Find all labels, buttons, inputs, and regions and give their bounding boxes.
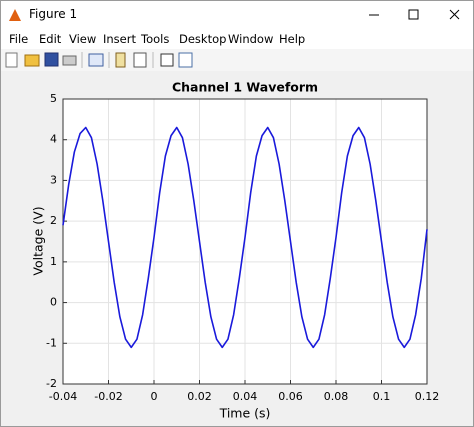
menu-item[interactable]: Desktop — [179, 32, 227, 46]
title-bar: Figure 1 — [1, 1, 473, 29]
x-tick-label: -0.02 — [94, 390, 122, 403]
toolbar — [1, 49, 473, 72]
menu-item[interactable]: Help — [279, 32, 306, 46]
x-tick-label: 0.1 — [373, 390, 391, 403]
x-tick-label: 0.08 — [324, 390, 349, 403]
menu-item[interactable]: File — [9, 32, 29, 46]
window-title: Figure 1 — [29, 7, 78, 21]
axes-box — [62, 98, 428, 385]
legend-button[interactable] — [133, 52, 147, 68]
print-button[interactable] — [62, 55, 77, 66]
open-button[interactable] — [24, 54, 40, 67]
y-tick-label: -2 — [46, 377, 57, 390]
save-button[interactable] — [44, 52, 59, 67]
y-tick-label: 1 — [50, 255, 57, 268]
menu-item[interactable]: Edit — [39, 32, 62, 46]
toolbar-icons — [5, 52, 193, 68]
new-button[interactable] — [5, 52, 18, 68]
y-tick-label: 5 — [50, 92, 57, 105]
title-icons — [9, 9, 460, 21]
x-tick-label: 0.04 — [233, 390, 258, 403]
x-tick-label: 0.02 — [187, 390, 212, 403]
y-tick-label: 4 — [50, 133, 57, 146]
maximize-button[interactable] — [408, 9, 419, 20]
y-axis-label: Voltage (V) — [31, 206, 46, 275]
menu-bar: File Edit View Insert Tools Desktop Wind… — [1, 29, 473, 49]
x-tick-label: 0.12 — [415, 390, 440, 403]
menu-item[interactable]: View — [69, 32, 97, 46]
y-tick-label: 0 — [50, 296, 57, 309]
x-tick-label: 0.06 — [278, 390, 303, 403]
y-tick-label: 2 — [50, 214, 57, 227]
menu-item[interactable]: Window — [228, 32, 274, 46]
menu-item[interactable]: Tools — [141, 32, 170, 46]
x-axis-label: Time (s) — [219, 406, 271, 421]
y-tick-label: -1 — [46, 336, 57, 349]
edit-plot-button[interactable] — [160, 53, 174, 67]
link-button[interactable] — [88, 53, 104, 67]
close-button[interactable] — [449, 9, 460, 20]
colorbar-button[interactable] — [115, 52, 126, 68]
app-icon — [9, 9, 21, 21]
data-line — [62, 126, 428, 349]
property-button[interactable] — [178, 52, 193, 68]
menu-item[interactable]: Insert — [103, 32, 136, 46]
chart: Channel 1 Waveform Time (s) Voltage (V) … — [1, 71, 473, 426]
x-tick-label: 0 — [151, 390, 158, 403]
chart-title: Channel 1 Waveform — [172, 80, 318, 95]
x-tick-label: -0.04 — [49, 390, 77, 403]
y-tick-label: 3 — [50, 173, 57, 186]
